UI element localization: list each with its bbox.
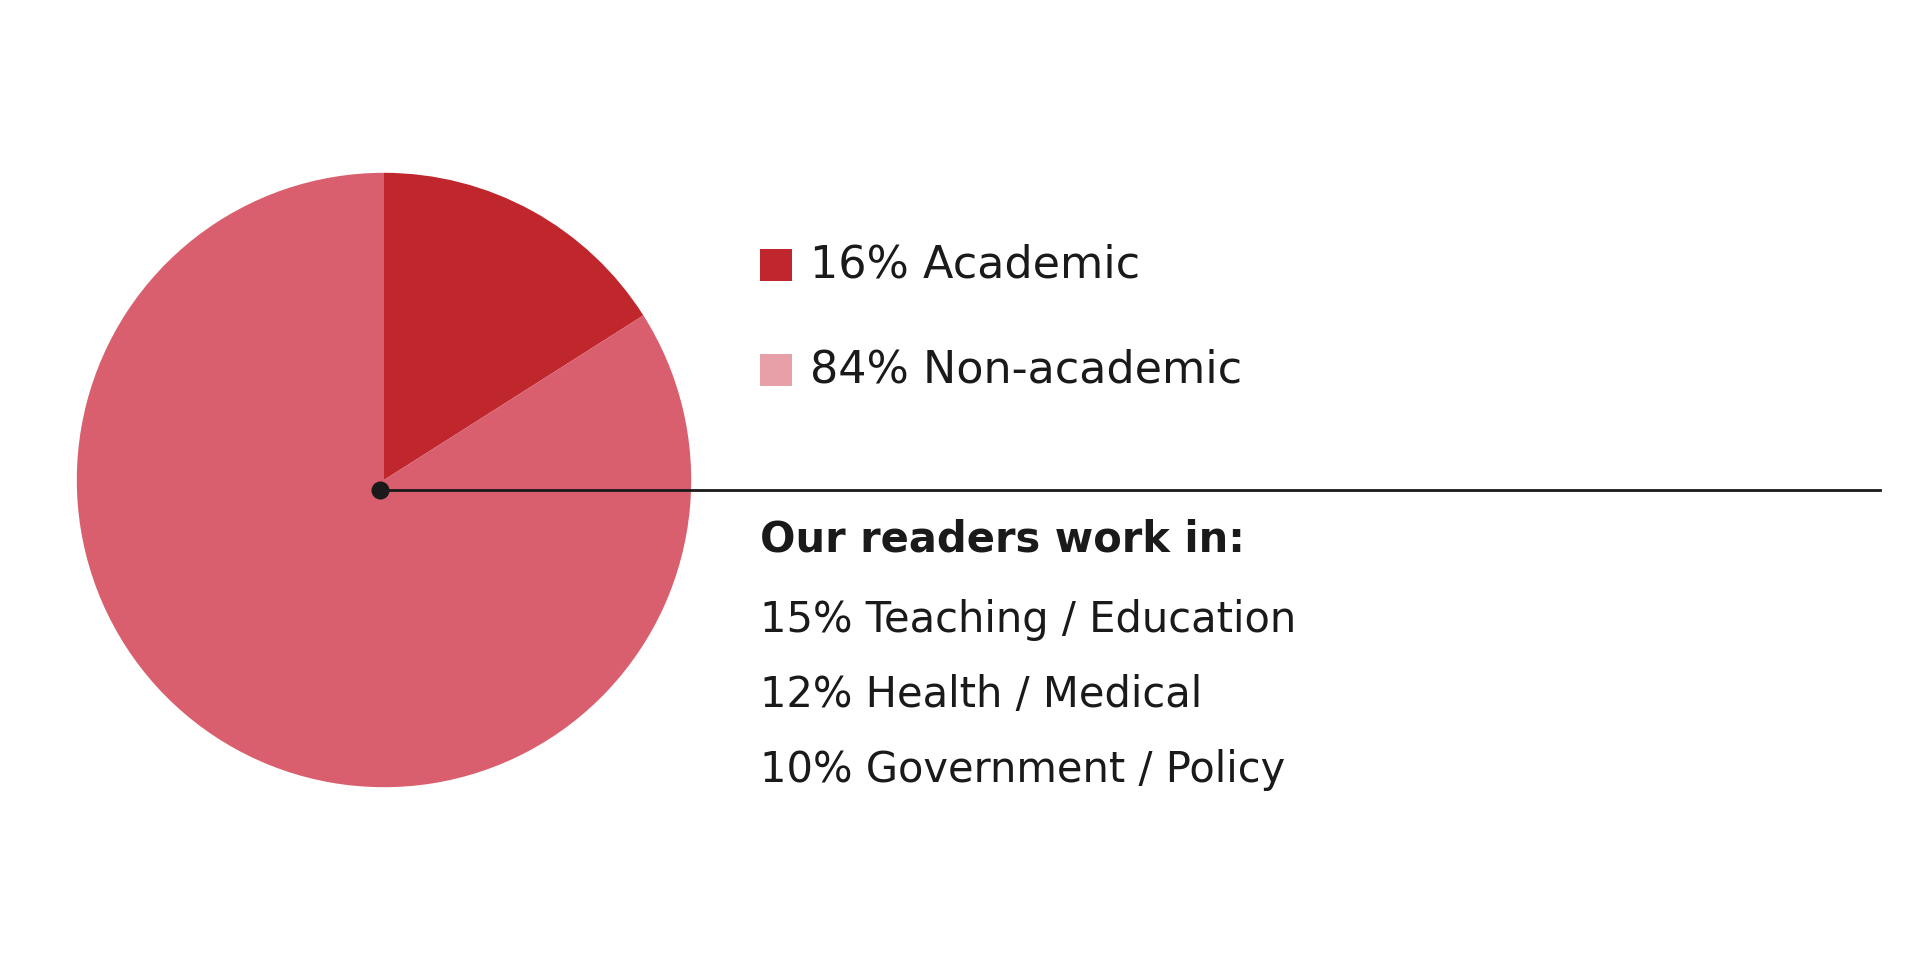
Bar [760, 249, 791, 281]
Wedge shape [77, 173, 691, 787]
Text: Our readers work in:: Our readers work in: [760, 519, 1244, 561]
Text: 15% Teaching / Education: 15% Teaching / Education [760, 599, 1296, 641]
Text: 10% Government / Policy: 10% Government / Policy [760, 749, 1284, 791]
Text: 84% Non-academic: 84% Non-academic [810, 348, 1242, 392]
Bar [760, 354, 791, 386]
Wedge shape [384, 173, 643, 480]
Text: 16% Academic: 16% Academic [810, 244, 1140, 286]
Text: 12% Health / Medical: 12% Health / Medical [760, 674, 1202, 716]
